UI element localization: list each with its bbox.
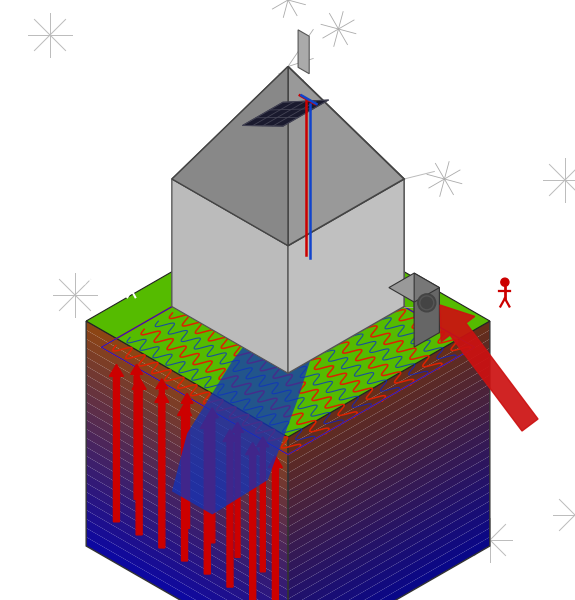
Polygon shape xyxy=(288,384,490,509)
Polygon shape xyxy=(86,438,288,563)
Polygon shape xyxy=(86,384,288,509)
FancyArrow shape xyxy=(109,364,124,522)
Polygon shape xyxy=(298,30,309,74)
FancyArrow shape xyxy=(132,377,146,535)
Polygon shape xyxy=(86,447,288,572)
Polygon shape xyxy=(172,112,288,307)
FancyArrow shape xyxy=(206,408,218,543)
Polygon shape xyxy=(288,357,490,482)
Polygon shape xyxy=(288,330,490,455)
Polygon shape xyxy=(86,357,288,482)
Polygon shape xyxy=(86,483,288,600)
Polygon shape xyxy=(288,465,490,590)
Polygon shape xyxy=(172,240,404,373)
Polygon shape xyxy=(86,501,288,600)
FancyArrow shape xyxy=(232,422,244,557)
Polygon shape xyxy=(86,465,288,590)
Circle shape xyxy=(501,278,509,286)
FancyArrow shape xyxy=(223,430,237,587)
Polygon shape xyxy=(86,537,288,600)
FancyArrow shape xyxy=(131,364,143,499)
Polygon shape xyxy=(288,429,490,554)
Polygon shape xyxy=(288,402,490,527)
Polygon shape xyxy=(86,474,288,599)
Polygon shape xyxy=(86,205,490,437)
FancyArrow shape xyxy=(200,416,214,574)
Polygon shape xyxy=(86,321,288,446)
Polygon shape xyxy=(288,528,490,600)
Polygon shape xyxy=(172,112,404,246)
Polygon shape xyxy=(86,393,288,518)
Polygon shape xyxy=(172,67,288,246)
Polygon shape xyxy=(288,179,404,373)
Polygon shape xyxy=(288,348,490,473)
Polygon shape xyxy=(288,321,490,446)
Polygon shape xyxy=(86,519,288,600)
FancyArrow shape xyxy=(440,305,538,431)
Polygon shape xyxy=(288,112,404,307)
Polygon shape xyxy=(288,339,490,464)
Polygon shape xyxy=(86,528,288,600)
Polygon shape xyxy=(86,348,288,473)
Polygon shape xyxy=(288,492,490,600)
Polygon shape xyxy=(288,537,490,600)
Circle shape xyxy=(97,262,105,271)
Polygon shape xyxy=(288,510,490,600)
Polygon shape xyxy=(86,510,288,600)
Polygon shape xyxy=(172,283,328,514)
Circle shape xyxy=(128,272,135,280)
Polygon shape xyxy=(86,492,288,600)
Circle shape xyxy=(85,260,92,267)
Polygon shape xyxy=(86,375,288,500)
FancyArrow shape xyxy=(155,391,169,548)
FancyArrow shape xyxy=(181,394,193,528)
Polygon shape xyxy=(389,273,439,302)
Polygon shape xyxy=(414,273,439,332)
FancyArrow shape xyxy=(257,437,269,572)
FancyArrow shape xyxy=(156,379,168,514)
Polygon shape xyxy=(288,456,490,581)
Polygon shape xyxy=(86,366,288,491)
Polygon shape xyxy=(288,420,490,545)
Polygon shape xyxy=(172,67,288,179)
Circle shape xyxy=(418,294,436,312)
Circle shape xyxy=(483,274,490,281)
Polygon shape xyxy=(288,393,490,518)
Polygon shape xyxy=(288,483,490,600)
Polygon shape xyxy=(288,474,490,599)
Polygon shape xyxy=(288,375,490,500)
Polygon shape xyxy=(288,501,490,600)
FancyArrow shape xyxy=(246,443,260,600)
Polygon shape xyxy=(86,429,288,554)
Polygon shape xyxy=(414,287,439,347)
Circle shape xyxy=(112,263,121,272)
Polygon shape xyxy=(288,411,490,536)
Polygon shape xyxy=(86,411,288,536)
Polygon shape xyxy=(86,456,288,581)
FancyArrow shape xyxy=(178,403,191,561)
Polygon shape xyxy=(288,447,490,572)
Polygon shape xyxy=(86,339,288,464)
Polygon shape xyxy=(86,420,288,545)
Polygon shape xyxy=(288,438,490,563)
Polygon shape xyxy=(243,100,328,126)
Polygon shape xyxy=(288,366,490,491)
Polygon shape xyxy=(288,519,490,600)
Polygon shape xyxy=(172,179,288,373)
Polygon shape xyxy=(288,67,404,246)
Polygon shape xyxy=(86,330,288,455)
FancyArrow shape xyxy=(269,455,282,600)
Polygon shape xyxy=(86,402,288,527)
Polygon shape xyxy=(288,67,404,179)
